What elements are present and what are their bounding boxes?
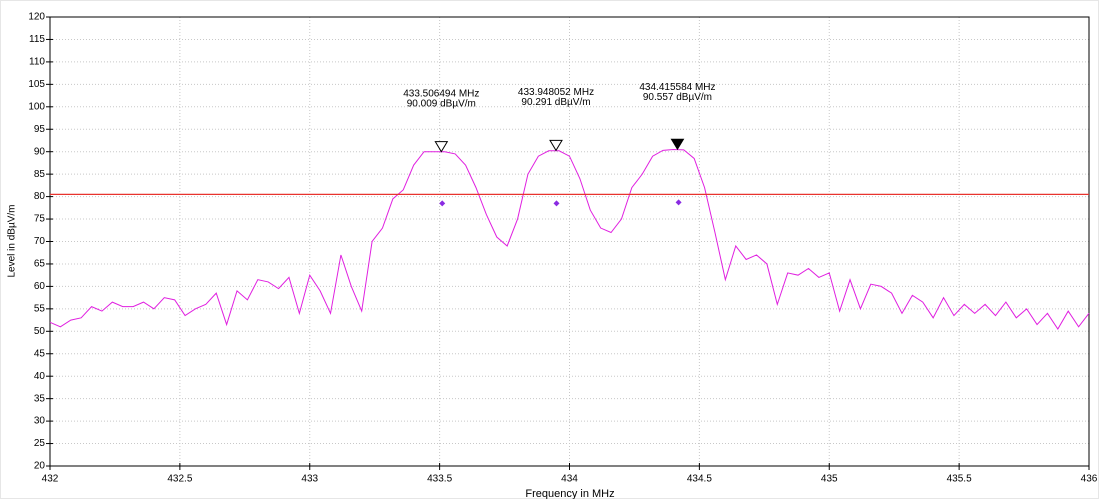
x-tick-label: 434 [561,474,578,485]
y-tick-label: 55 [34,303,46,314]
y-tick-label: 120 [28,12,45,23]
y-tick-label: 60 [34,281,46,292]
y-tick-label: 30 [34,416,46,427]
y-tick-label: 85 [34,169,46,180]
marker [434,141,449,153]
y-tick-label: 105 [28,79,45,90]
y-tick-label: 35 [34,393,46,404]
x-tick-label: 433 [301,474,318,485]
marker-level-label: 90.557 dBµV/m [643,92,712,103]
point [675,199,682,206]
y-tick-label: 20 [34,461,46,472]
y-tick-label: 70 [34,236,46,247]
x-tick-label: 433.5 [427,474,452,485]
y-axis-label: Level in dBµV/m [7,204,18,277]
y-tick-label: 100 [28,101,45,112]
x-tick-label: 434.5 [687,474,712,485]
y-tick-label: 80 [34,191,46,202]
x-tick-label: 435.5 [947,474,972,485]
y-tick-label: 50 [34,326,46,337]
y-tick-label: 40 [34,371,46,382]
marker-freq-label: 433.506494 MHz [403,88,479,99]
y-tick-label: 95 [34,124,46,135]
marker [670,138,685,151]
marker-freq-label: 434.415584 MHz [639,82,715,93]
x-axis-label: Frequency in MHz [525,488,614,499]
x-tick-label: 432.5 [167,474,192,485]
y-tick-label: 45 [34,348,46,359]
y-tick-label: 65 [34,259,46,270]
y-tick-label: 90 [34,146,46,157]
marker-freq-label: 433.948052 MHz [518,87,594,98]
y-tick-label: 75 [34,214,46,225]
x-tick-label: 436 [1081,474,1098,485]
point [439,200,446,207]
marker-level-label: 90.009 dBµV/m [407,98,476,109]
x-tick-label: 432 [42,474,59,485]
y-tick-label: 110 [29,57,45,68]
marker [549,139,563,152]
point [553,200,560,207]
trace [49,148,1090,331]
marker-level-label: 90.291 dBµV/m [521,97,590,108]
y-tick-label: 115 [29,34,45,45]
y-tick-label: 25 [34,438,46,449]
plot-frame [49,16,1090,467]
x-tick-label: 435 [821,474,838,485]
